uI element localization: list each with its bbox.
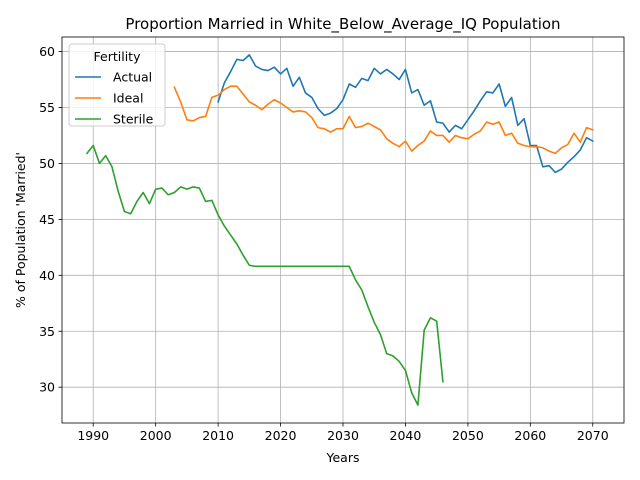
- legend-label-ideal: Ideal: [113, 91, 143, 106]
- legend-label-sterile: Sterile: [113, 112, 154, 127]
- x-tick-label: 2000: [140, 428, 172, 443]
- x-tick-label: 1990: [77, 428, 109, 443]
- x-tick-label: 2010: [202, 428, 234, 443]
- x-tick-label: 2020: [265, 428, 297, 443]
- x-axis-label: Years: [326, 450, 360, 465]
- chart-title: Proportion Married in White_Below_Averag…: [125, 15, 560, 34]
- x-axis: 1990 2000 2010 2020 2030 2040 2050 2060 2070: [77, 423, 609, 443]
- y-tick-label: 30: [39, 380, 55, 395]
- y-tick-label: 40: [39, 268, 55, 283]
- y-tick-label: 35: [39, 324, 55, 339]
- x-tick-label: 2040: [390, 428, 422, 443]
- series-line-actual: [217, 54, 594, 174]
- legend: Fertility Actual Ideal Sterile: [68, 43, 166, 127]
- x-tick-label: 2050: [452, 428, 484, 443]
- y-tick-label: 45: [39, 212, 55, 227]
- y-tick-label: 55: [39, 100, 55, 115]
- legend-label-actual: Actual: [113, 70, 152, 85]
- y-axis-label: % of Population 'Married': [13, 152, 28, 308]
- series-lines: [85, 54, 594, 406]
- x-tick-label: 2070: [577, 428, 609, 443]
- x-tick-label: 2030: [327, 428, 359, 443]
- y-tick-label: 60: [39, 44, 55, 59]
- y-tick-label: 50: [39, 156, 55, 171]
- series-line-sterile: [85, 144, 444, 406]
- legend-title: Fertility: [94, 49, 142, 64]
- legend-box: [68, 43, 166, 127]
- series-line-ideal: [173, 85, 594, 155]
- y-axis: 30 35 40 45 50 55 60: [39, 44, 62, 395]
- legend-entries: Actual Ideal Sterile: [75, 70, 154, 127]
- x-tick-label: 2060: [514, 428, 546, 443]
